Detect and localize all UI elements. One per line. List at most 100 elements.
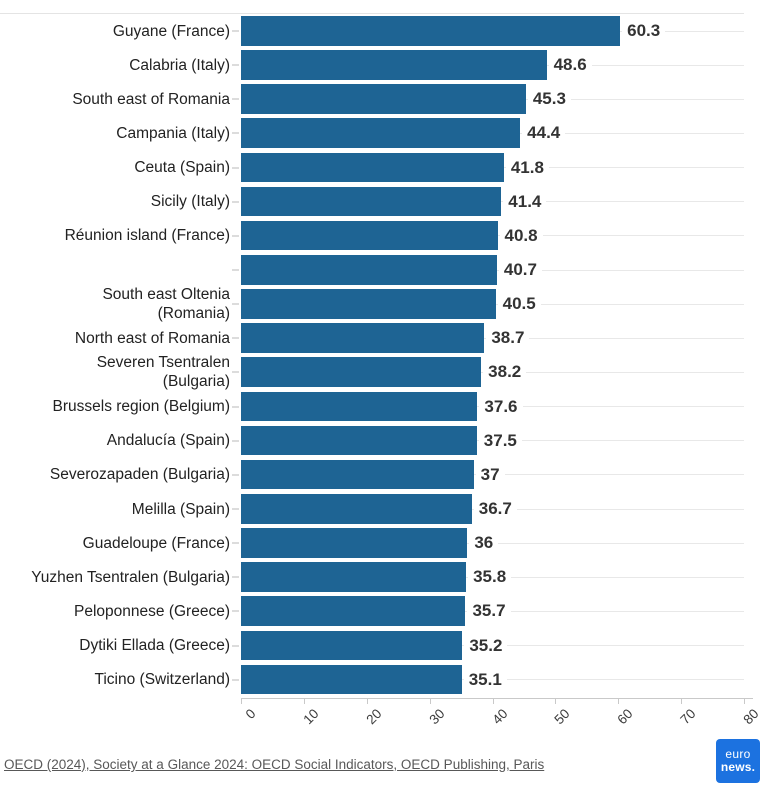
- row-tick: [232, 200, 239, 203]
- bar: [241, 357, 482, 388]
- x-tick: [555, 697, 557, 704]
- row-tick: [232, 234, 239, 237]
- row-plot: 41.4: [230, 184, 768, 219]
- row-plot: 37: [230, 457, 768, 492]
- source-link[interactable]: OECD (2024), Society at a Glance 2024: O…: [4, 757, 545, 772]
- row-label: Andalucía (Spain): [106, 432, 230, 450]
- x-tick-label: 80: [740, 705, 762, 728]
- euronews-logo-line2: news.: [720, 760, 756, 774]
- row-label: Ceuta (Spain): [134, 159, 230, 177]
- row-plot: 35.8: [230, 560, 768, 595]
- row-tick: [232, 98, 239, 101]
- chart-row: North east of Romania 38.7: [0, 321, 768, 356]
- bar: [241, 84, 526, 114]
- row-plot: 35.7: [230, 594, 768, 629]
- value-label: 41.4: [503, 184, 547, 219]
- x-tick: [241, 697, 242, 704]
- chart-row: Calabria (Italy) 48.6: [0, 48, 768, 83]
- value-label: 60.3: [622, 14, 666, 49]
- value-label: 37.6: [479, 389, 523, 424]
- x-tick: [303, 697, 305, 704]
- row-label: Yuzhen Tsentralen (Bulgaria): [31, 568, 230, 586]
- row-label: Severozapaden (Bulgaria): [49, 466, 230, 484]
- value-label: 44.4: [522, 116, 566, 151]
- row-plot: 40.8: [230, 218, 768, 253]
- value-label: 35.7: [467, 594, 511, 629]
- chart-row: Yuzhen Tsentralen (Bulgaria) 35.8: [0, 560, 768, 595]
- value-label: 38.7: [486, 321, 530, 356]
- bar: [241, 289, 496, 319]
- chart-row: Réunion island (France) 40.8: [0, 218, 768, 253]
- value-label: 36: [469, 526, 499, 561]
- row-label: North east of Romania: [74, 329, 230, 347]
- chart-row: Melilla (Spain) 36.7: [0, 491, 768, 527]
- row-label: Severen Tsentralen (Bulgaria): [96, 354, 230, 391]
- bar: [241, 16, 621, 46]
- row-label: Campania (Italy): [116, 124, 230, 142]
- row-plot: 36: [230, 526, 768, 561]
- row-tick: [232, 166, 239, 169]
- bar: [241, 664, 462, 695]
- row-label: Réunion island (France): [64, 227, 230, 245]
- row-label: Guyane (France): [112, 22, 230, 40]
- row-label: Peloponnese (Greece): [74, 602, 230, 620]
- row-plot: 35.1: [230, 662, 768, 697]
- row-label: Calabria (Italy): [129, 56, 230, 74]
- chart-row: South east of Romania 45.3: [0, 82, 768, 117]
- row-label: Sicily (Italy): [150, 193, 230, 211]
- bar: [241, 254, 497, 285]
- value-label: 37.5: [478, 423, 522, 458]
- value-label: 36.7: [473, 491, 517, 527]
- row-label: Guadeloupe (France): [82, 534, 230, 552]
- bar: [241, 152, 504, 183]
- value-label: 37: [475, 457, 505, 492]
- row-tick: [232, 405, 239, 408]
- row-tick: [232, 610, 239, 613]
- value-label: 48.6: [548, 48, 592, 83]
- x-tick-label: 60: [614, 705, 636, 728]
- chart-row: Severen Tsentralen (Bulgaria) 38.2: [0, 354, 768, 391]
- bar: [241, 493, 472, 524]
- bar: [241, 118, 521, 149]
- row-tick: [232, 30, 239, 33]
- row-plot: 40.7: [230, 252, 768, 288]
- value-label: 40.5: [497, 287, 541, 322]
- x-tick-label: 20: [363, 705, 385, 728]
- row-plot: 41.8: [230, 150, 768, 185]
- chart-row: Dytiki Ellada (Greece) 35.2: [0, 628, 768, 663]
- value-label: 40.8: [499, 218, 543, 253]
- value-label: 41.8: [505, 150, 549, 185]
- bar: [241, 391, 478, 422]
- row-plot: 44.4: [230, 116, 768, 151]
- chart-row: Guadeloupe (France) 36: [0, 526, 768, 561]
- x-tick: [681, 697, 683, 704]
- chart-row: Ticino (Switzerland) 35.1: [0, 662, 768, 697]
- row-tick: [232, 269, 239, 272]
- row-label: South east of Romania: [72, 90, 230, 108]
- row-plot: 60.3: [230, 14, 768, 49]
- euronews-logo: euro news.: [716, 739, 760, 783]
- row-label: South east Oltenia (Romania): [102, 286, 230, 323]
- row-plot: 38.2: [230, 355, 768, 390]
- chart-row: Sicily (Italy) 41.4: [0, 184, 768, 219]
- x-tick-label: 0: [242, 705, 259, 722]
- row-plot: 37.6: [230, 389, 768, 424]
- row-tick: [232, 542, 239, 545]
- x-tick-label: 10: [300, 705, 322, 728]
- row-tick: [232, 473, 239, 476]
- x-axis-line: [241, 697, 753, 699]
- row-tick: [232, 678, 239, 681]
- value-label: 45.3: [527, 82, 571, 117]
- bar: [241, 186, 502, 217]
- value-label: 35.8: [468, 560, 512, 595]
- row-tick: [232, 439, 239, 442]
- value-label: 35.2: [464, 628, 508, 663]
- row-label: Brussels region (Belgium): [52, 398, 230, 416]
- row-label: Ticino (Switzerland): [94, 671, 230, 689]
- chart-row: Andalucía (Spain) 37.5: [0, 423, 768, 458]
- row-tick: [232, 337, 239, 340]
- bar: [241, 220, 498, 251]
- row-plot: 48.6: [230, 48, 768, 83]
- value-label: 35.1: [463, 662, 507, 697]
- chart-row: Ceuta (Spain) 41.8: [0, 150, 768, 185]
